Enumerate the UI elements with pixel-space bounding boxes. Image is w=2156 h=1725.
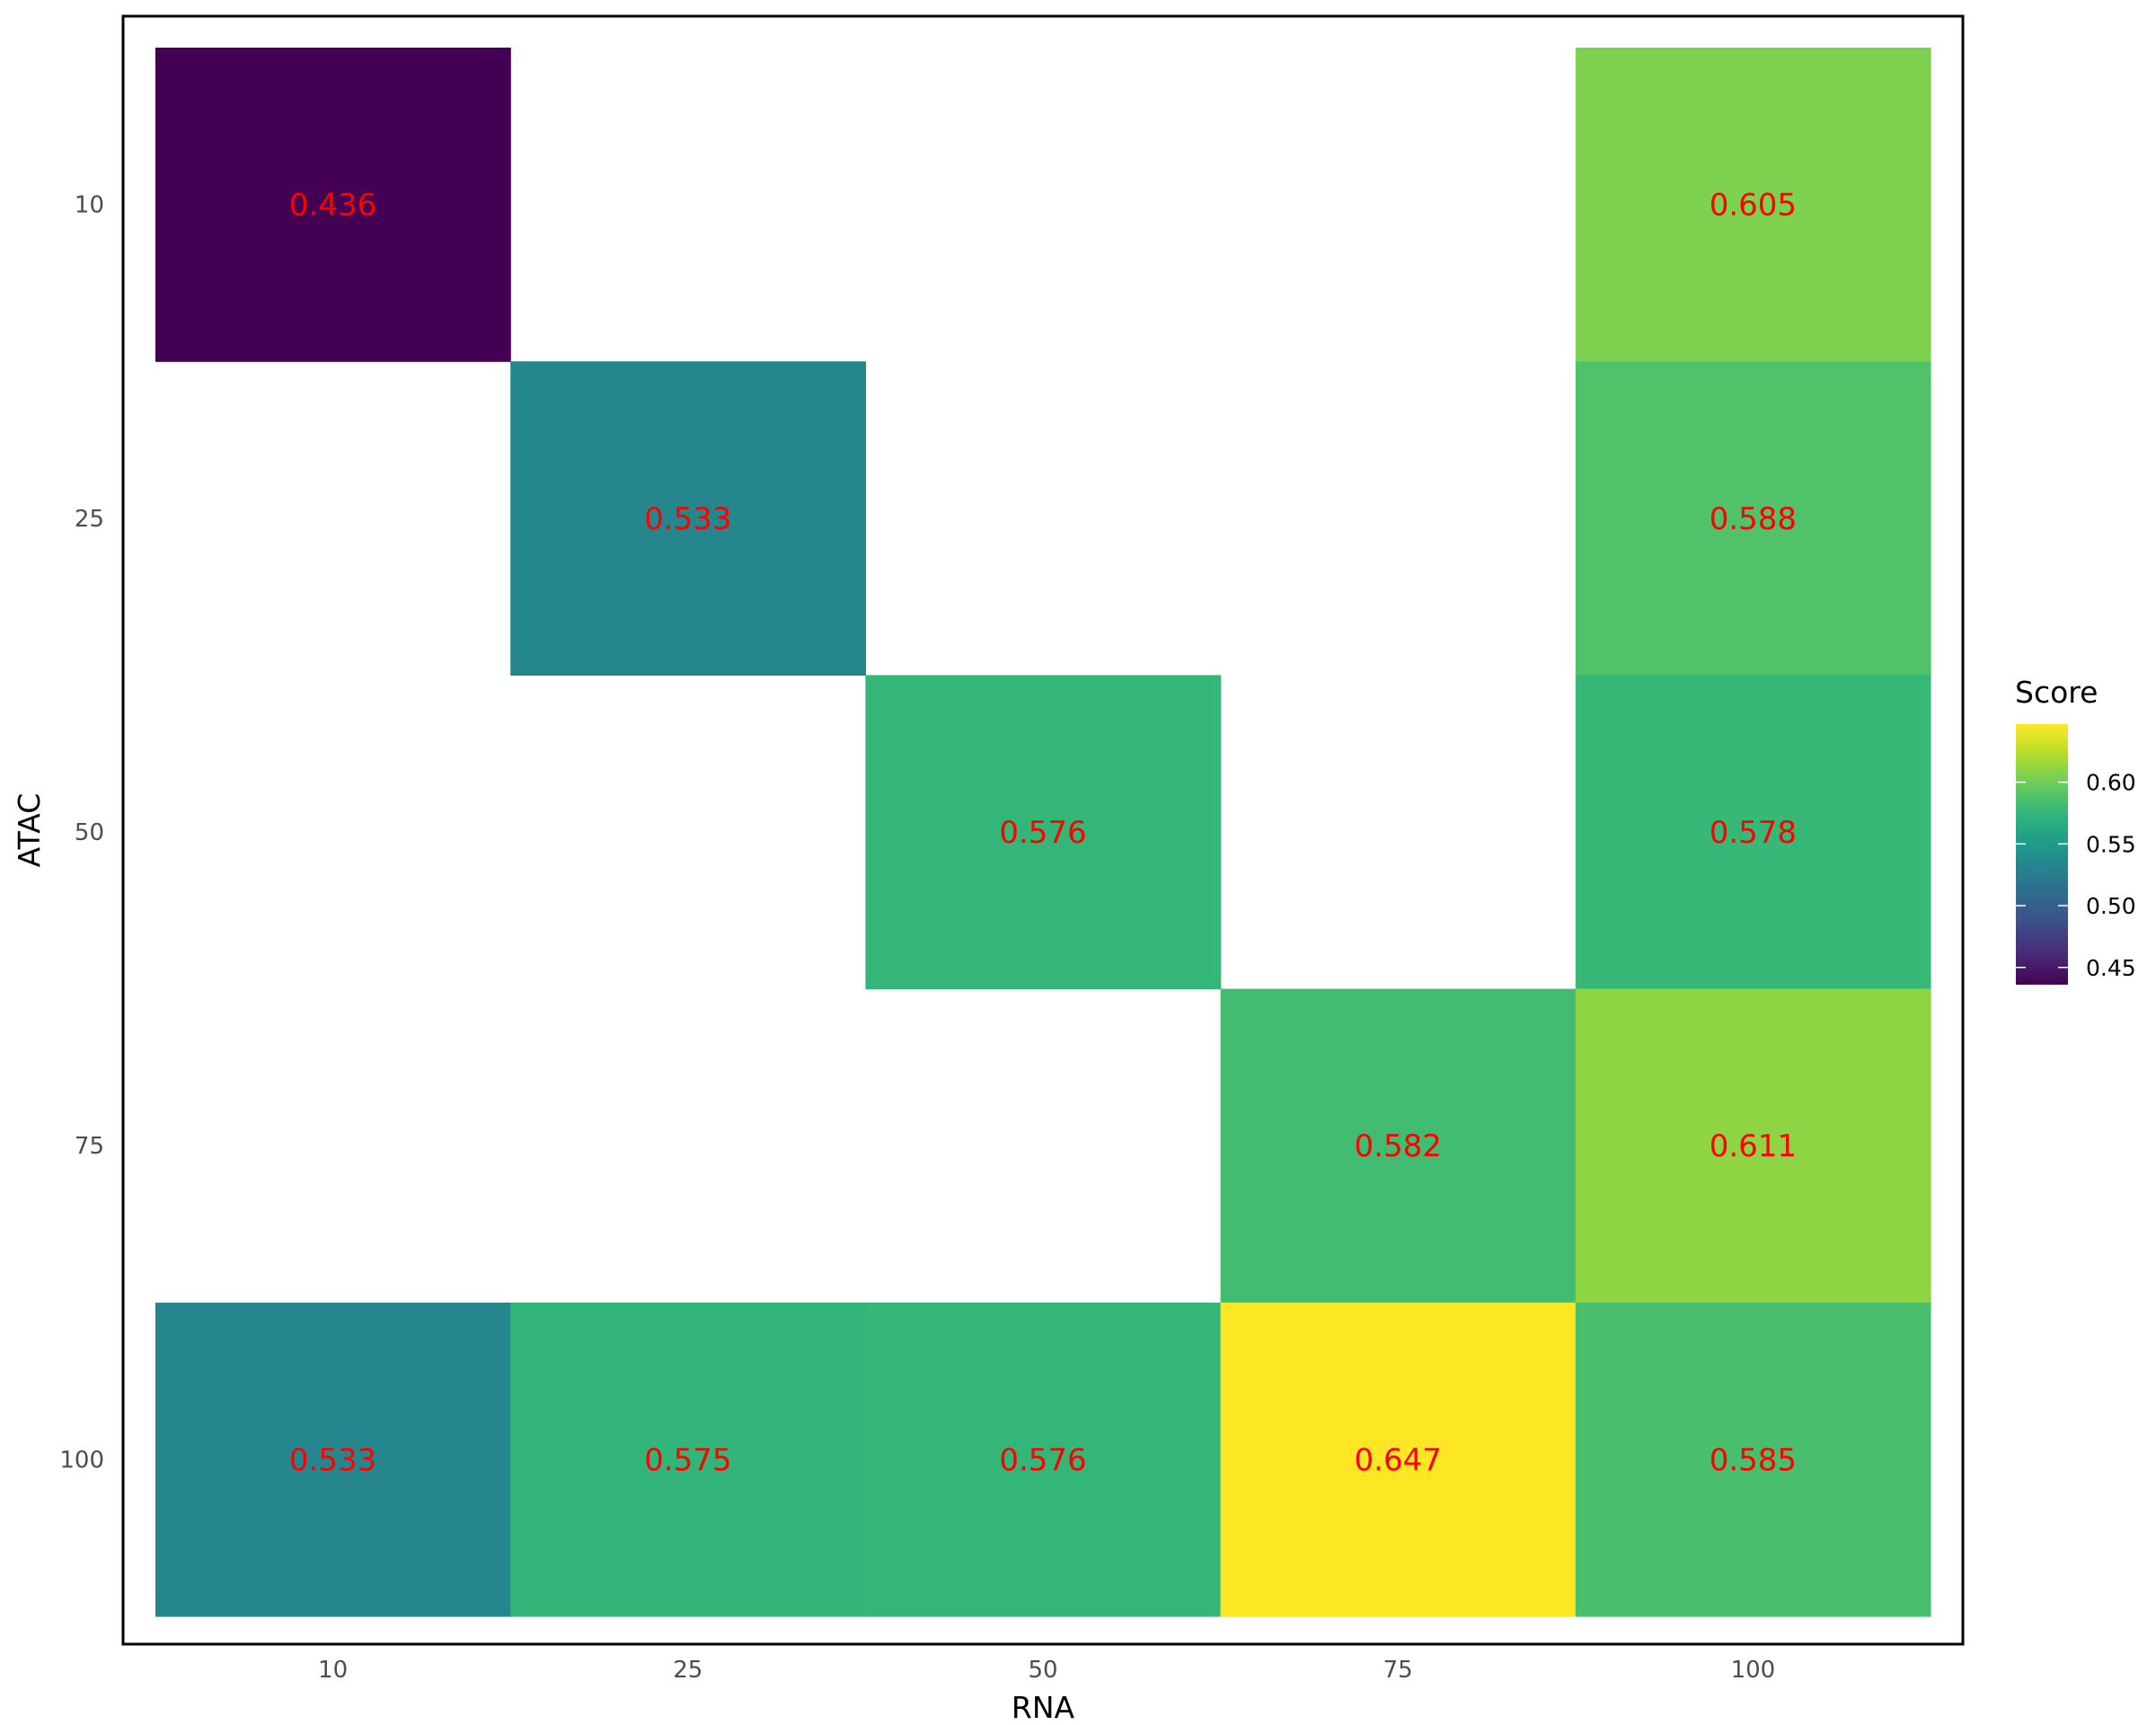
x-tick-label: 25 — [673, 1657, 702, 1684]
cell-label-atac-100-rna-10: 0.533 — [289, 1442, 376, 1478]
heatmap-cells — [155, 48, 1931, 1617]
legend-tick-label: 0.45 — [2086, 955, 2136, 981]
legend-tick-label: 0.60 — [2086, 770, 2136, 796]
legend-tick-label: 0.55 — [2086, 831, 2136, 857]
y-tick-label: 50 — [75, 819, 104, 846]
x-axis-title: RNA — [1012, 1690, 1075, 1725]
cell-label-atac-100-rna-50: 0.576 — [999, 1442, 1086, 1478]
legend-colorbar — [2016, 724, 2068, 985]
heatmap-cell-atac-10-rna-100 — [1575, 48, 1931, 362]
heatmap-cell-atac-50-rna-100 — [1575, 675, 1931, 990]
legend-ticks: 0.45 0.50 0.55 0.60 — [2016, 770, 2136, 981]
heatmap-cell-atac-75-rna-100 — [1575, 988, 1931, 1304]
heatmap-cell-atac-50-rna-50 — [865, 675, 1222, 990]
heatmap-cell-atac-100-rna-50 — [865, 1302, 1222, 1617]
x-tick-label: 75 — [1383, 1657, 1413, 1684]
cell-label-atac-10-rna-10: 0.436 — [289, 188, 376, 224]
cell-label-atac-50-rna-50: 0.576 — [999, 815, 1086, 851]
cell-label-atac-25-rna-100: 0.588 — [1710, 501, 1797, 537]
cell-label-atac-100-rna-75: 0.647 — [1355, 1442, 1442, 1478]
cell-value-labels: 0.436 0.605 0.533 0.588 0.576 0.578 0.582 0.611… — [289, 188, 1797, 1479]
heatmap-cell-atac-100-rna-25 — [510, 1302, 866, 1617]
heatmap-cell-atac-75-rna-75 — [1220, 988, 1577, 1304]
heatmap-cell-atac-100-rna-10 — [155, 1302, 511, 1617]
x-axis-ticks: 10 25 50 75 100 — [318, 1657, 1775, 1684]
color-legend: Score 0.45 0.50 0.55 0.60 — [2015, 675, 2136, 985]
legend-title: Score — [2015, 675, 2098, 710]
y-axis-ticks: 10 25 50 75 100 — [59, 192, 104, 1474]
x-tick-label: 50 — [1028, 1657, 1057, 1684]
cell-label-atac-75-rna-100: 0.611 — [1710, 1128, 1797, 1164]
cell-label-atac-10-rna-100: 0.605 — [1710, 188, 1797, 224]
cell-label-atac-75-rna-75: 0.582 — [1355, 1128, 1442, 1164]
cell-label-atac-100-rna-25: 0.575 — [644, 1442, 731, 1478]
y-tick-label: 100 — [59, 1446, 104, 1473]
cell-label-atac-50-rna-100: 0.578 — [1710, 815, 1797, 851]
heatmap-cell-atac-25-rna-25 — [510, 361, 866, 676]
cell-label-atac-25-rna-25: 0.533 — [644, 501, 731, 537]
x-tick-label: 10 — [318, 1657, 348, 1684]
x-tick-label: 100 — [1731, 1657, 1776, 1684]
y-tick-label: 75 — [75, 1133, 104, 1160]
legend-tick-label: 0.50 — [2086, 893, 2136, 919]
y-tick-label: 10 — [75, 192, 104, 219]
heatmap-cell-atac-100-rna-100 — [1575, 1302, 1931, 1617]
y-axis-title: ATAC — [12, 793, 47, 868]
cell-label-atac-100-rna-100: 0.585 — [1710, 1442, 1797, 1478]
panel-border — [121, 14, 1965, 1646]
y-tick-label: 25 — [75, 506, 104, 533]
heatmap-cell-atac-25-rna-100 — [1575, 361, 1931, 676]
heatmap-cell-atac-100-rna-75 — [1220, 1302, 1577, 1617]
heatmap-cell-atac-10-rna-10 — [155, 48, 511, 362]
